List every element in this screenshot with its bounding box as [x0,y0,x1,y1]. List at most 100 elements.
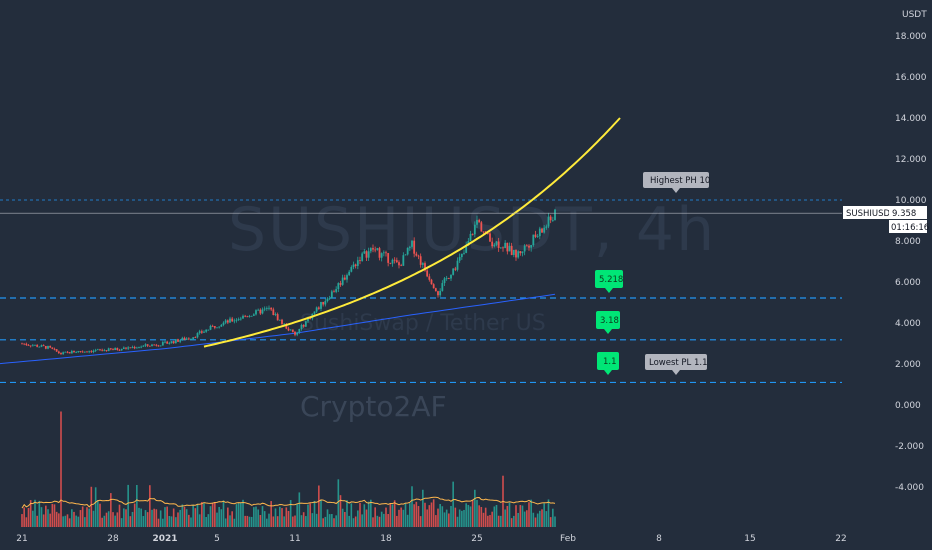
candle-body [47,346,49,349]
candle-body [294,331,296,335]
candle-body [179,340,182,342]
price-tag-countdown: 01:16:16 [891,223,929,233]
candle-body [309,318,312,319]
volume-bar [58,513,60,527]
candle-body [497,241,500,249]
volume-bar [51,503,54,527]
volume-bar [400,507,402,527]
candle-body [229,318,231,323]
volume-bar [404,502,407,527]
candle-body [34,344,36,346]
x-tick-label: 15 [744,534,755,544]
candle-body [508,245,511,252]
volume-bar [255,506,257,527]
volume-bar [49,513,51,527]
candle-body [177,339,179,342]
volume-bar [81,506,84,527]
candle-body [415,253,418,256]
candle-body [491,241,494,247]
candle-body [517,251,520,258]
candle-body [337,283,340,290]
volume-bar [146,512,149,527]
volume-bar [331,514,333,527]
lowest-label-text: Lowest PL 1.1 [649,358,708,368]
volume-bar [79,510,82,527]
candle-body [352,264,355,268]
candle-body [356,260,359,266]
volume-bar [116,512,119,527]
lowest-label[interactable]: Lowest PL 1.1 [645,354,708,375]
candle-body [211,325,214,327]
volume-bar [469,506,472,527]
candle-body [278,319,281,321]
volume-bar [112,512,114,527]
candle-body [77,351,80,353]
volume-bar [229,515,231,527]
candle-body [114,348,117,350]
level-tag-3[interactable]: 1.1 [597,352,619,375]
highest-label-text: Highest PH 10 [650,176,710,186]
volume-bar [34,499,36,527]
volume-bar [248,516,251,527]
candle-body [463,252,465,254]
candle-body [389,262,392,264]
candle-body [239,318,242,320]
level-tag-2-box [596,311,620,329]
volume-bar [493,506,496,527]
candle-body [528,245,530,248]
volume-bar [445,509,448,527]
candle-body [285,323,288,329]
volume-bar [307,504,309,527]
volume-bar [489,515,491,527]
volume-bar [510,518,513,527]
candle-body [341,277,344,285]
volume-bar [259,515,262,527]
candle-body [120,348,123,351]
candle-body [62,352,65,355]
volume-bar [370,499,372,527]
volume-bar [344,512,346,527]
volume-bar [513,515,515,527]
candle-body [547,216,550,227]
level-tag-2[interactable]: 3.18 [596,311,620,334]
candle-body [439,290,442,296]
volume-bar [372,517,374,527]
volume-bar [242,499,244,527]
volume-bar [32,510,34,527]
candle-body [125,347,127,349]
volume-bar [125,509,127,527]
candle-body [471,233,474,235]
candle-body [268,307,270,309]
volume-bars [21,411,556,527]
candle-body [378,248,381,258]
candle-body [200,331,203,333]
volume-bar [547,499,550,527]
x-tick-label: 18 [380,534,392,544]
highest-label[interactable]: Highest PH 10 [643,172,710,193]
volume-bar [526,510,528,527]
candle-body [315,307,318,312]
y-axis: 18.000 16.000 14.000 12.000 10.000 8.000 6.000… [895,32,927,493]
volume-bar [36,515,38,527]
candle-body [192,337,195,339]
volume-bar [461,510,463,527]
volume-bar [205,516,207,527]
volume-bar [168,515,171,527]
candle-body [523,245,526,252]
price-tag[interactable]: SUSHIUSDT 9.358 01:16:16 [843,206,929,233]
candle-body [495,241,498,245]
level-tag-1[interactable]: 5.218 [595,270,623,293]
candle-body [408,246,411,248]
x-tick-label: 21 [16,534,27,544]
candle-body [270,307,273,310]
volume-bar [554,516,556,527]
volume-bar [123,508,125,527]
volume-bar [426,509,428,527]
volume-bar [266,518,268,527]
volume-bar [411,486,413,527]
candle-body [38,346,41,348]
volume-bar [367,501,370,527]
candle-body [105,350,108,352]
